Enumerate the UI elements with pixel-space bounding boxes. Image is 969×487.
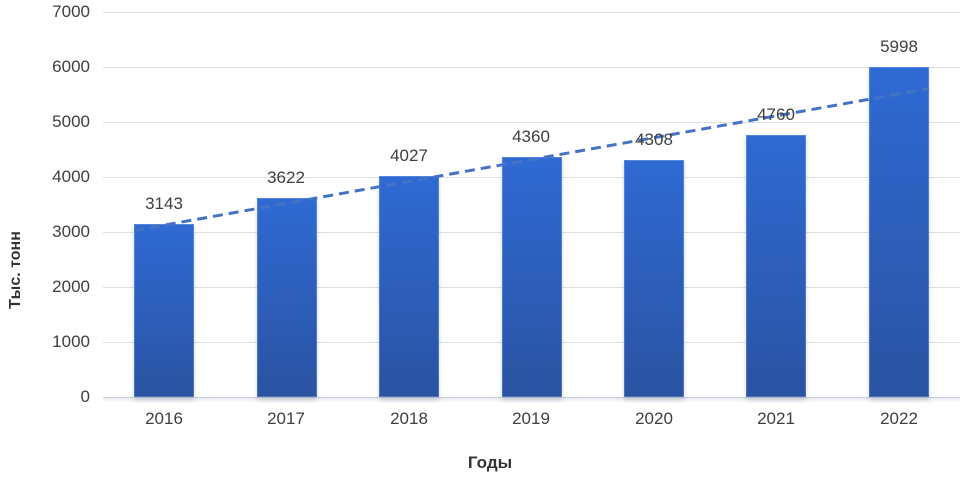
bar-value-label: 3143: [145, 194, 183, 213]
bar-value-label: 4027: [390, 146, 428, 165]
bar-value-label: 4760: [757, 105, 795, 124]
x-tick-label-2022: 2022: [880, 409, 918, 428]
x-tick-label-2019: 2019: [512, 409, 550, 428]
trendline: [133, 87, 930, 232]
x-tick-label-2021: 2021: [757, 409, 795, 428]
bar-2016: [134, 224, 194, 397]
y-tick-label: 2000: [52, 277, 90, 296]
bar-2019: [502, 157, 562, 397]
x-tick-label-2020: 2020: [635, 409, 673, 428]
bar-value-label: 5998: [880, 37, 918, 56]
trendline-svg: [133, 87, 930, 232]
y-tick-label: 5000: [52, 112, 90, 131]
bar-value-label: 4308: [635, 130, 673, 149]
y-tick-label: 1000: [52, 332, 90, 351]
bar-value-label: 3622: [267, 168, 305, 187]
plot-area: 0 1000 2000 3000 4000 5000 6000 7000 3143 2016 362…: [52, 2, 960, 428]
gridline: [103, 12, 960, 13]
y-tick-label: 7000: [52, 2, 90, 21]
y-tick-label: 4000: [52, 167, 90, 186]
y-tick-label: 0: [80, 387, 90, 406]
bar-2018: [379, 176, 439, 397]
bar-2017: [257, 198, 317, 397]
bar-2020: [624, 160, 684, 397]
bar-value-label: 4360: [512, 127, 550, 146]
x-tick-label-2016: 2016: [145, 409, 183, 428]
y-tick-label: 3000: [52, 222, 90, 241]
x-axis-title: Годы: [467, 453, 513, 472]
y-tick-label: 6000: [52, 57, 90, 76]
bar-2021: [746, 135, 806, 397]
bar-2022: [869, 67, 929, 397]
gridline: [103, 122, 960, 123]
axis-shadow: [103, 398, 960, 403]
x-tick-label-2018: 2018: [390, 409, 428, 428]
x-tick-label-2017: 2017: [267, 409, 305, 428]
gridline: [103, 67, 960, 68]
x-axis-line: [103, 397, 960, 398]
